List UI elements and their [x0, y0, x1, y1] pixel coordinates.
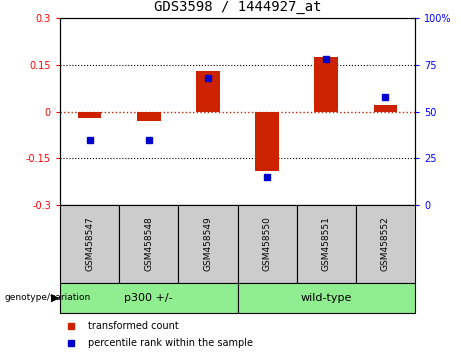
Text: wild-type: wild-type [301, 293, 352, 303]
Text: GSM458551: GSM458551 [322, 217, 331, 272]
Text: GSM458547: GSM458547 [85, 217, 94, 272]
Bar [255, 112, 279, 171]
Title: GDS3598 / 1444927_at: GDS3598 / 1444927_at [154, 0, 321, 14]
Bar [60, 205, 119, 283]
Text: GSM458550: GSM458550 [263, 217, 272, 272]
Bar [297, 205, 356, 283]
Text: GSM458552: GSM458552 [381, 217, 390, 272]
Text: genotype/variation: genotype/variation [5, 293, 91, 303]
Bar [178, 205, 237, 283]
Bar [137, 112, 160, 121]
Bar [237, 205, 297, 283]
Text: GSM458548: GSM458548 [144, 217, 153, 272]
Bar [60, 283, 237, 313]
Text: p300 +/-: p300 +/- [124, 293, 173, 303]
Text: transformed count: transformed count [89, 321, 179, 331]
Text: percentile rank within the sample: percentile rank within the sample [89, 338, 254, 348]
Bar [373, 105, 397, 112]
Bar [356, 205, 415, 283]
Bar [314, 57, 338, 112]
Bar [196, 71, 220, 112]
Text: ▶: ▶ [51, 293, 59, 303]
Bar [237, 283, 415, 313]
Bar [78, 112, 101, 118]
Bar [119, 205, 178, 283]
Text: GSM458549: GSM458549 [203, 217, 213, 272]
